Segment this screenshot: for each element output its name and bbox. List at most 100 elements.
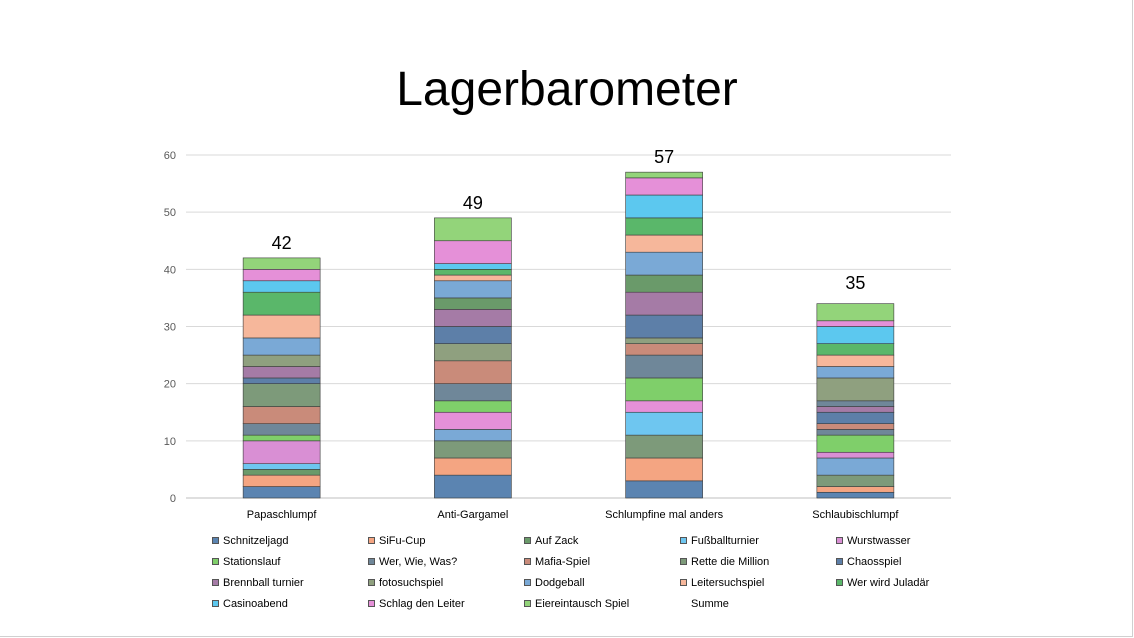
x-category-label: Anti-Gargamel [437,509,508,521]
bar-segment-fußballturnier [242,463,321,470]
legend-item-fußballturnier: Fußballturnier [680,534,836,547]
legend-item-leitersuchspiel: Leitersuchspiel [680,576,836,589]
bar-segment-rette-die-million [625,434,703,459]
bar-segment-fußballturnier [625,411,703,436]
legend-swatch [212,579,219,586]
legend-swatch [836,579,843,586]
legend-label: Leitersuchspiel [691,576,765,589]
bar-segment-brennball-turnier [625,291,703,316]
legend-item-brennball-turnier: Brennball turnier [212,576,368,589]
bar-segment-sifu-cup [434,457,512,476]
bar-segment-schlag-den-leiter [816,320,895,327]
y-tick-label: 0 [170,493,176,505]
legend-swatch [212,558,219,565]
bar-segment-mafia-spiel [816,423,895,430]
legend-swatch [212,537,219,544]
legend-label: Mafia-Spiel [535,555,591,568]
total-label: 42 [272,233,292,253]
bar-segment-schlag-den-leiter [625,177,703,196]
legend-swatch [524,537,531,544]
y-tick-label: 30 [164,322,176,334]
bar-segment-schlag-den-leiter [625,400,703,413]
bar-segment-leitersuchspiel [625,234,703,253]
bar-segment-wurstwasser [242,440,321,465]
bar-segment-mafia-spiel [625,343,703,356]
legend-label: fotosuchspiel [379,576,444,589]
legend-label: Casinoabend [223,597,288,610]
legend-swatch [680,537,687,544]
bar-segment-dodgeball [434,429,512,442]
bar-segment-eiereintausch-spiel [625,171,703,179]
bar-segment-fotosuchspiel [625,337,703,344]
legend-swatch [680,600,687,607]
legend-label: Wer wird Juladär [847,576,930,589]
x-category-label: Papaschlumpf [247,509,318,521]
bar-segment-chaosspiel [625,314,703,339]
legend-label: Summe [691,597,729,610]
legend-label: Wer, Wie, Was? [379,555,458,568]
y-tick-label: 40 [164,264,176,276]
bar-segment-brennball-turnier [242,366,321,379]
legend-swatch [836,537,843,544]
bar-segment-eiereintausch-spiel [434,217,512,242]
bar-segment-brennball-turnier [434,309,512,327]
legend-swatch [368,579,375,586]
bar-segment-stationslauf [625,377,703,402]
bar-segment-wer-wie-was [434,383,512,402]
legend-item-mafia-spiel: Mafia-Spiel [524,555,680,568]
bar-segment-brennball-turnier [816,406,895,413]
legend-item-auf-zack: Auf Zack [524,534,680,547]
bar-segment-chaosspiel [434,326,512,344]
legend-label: Rette die Million [691,555,770,568]
bar-segment-wer-wird-juladär [625,217,703,236]
legend-item-schnitzeljagd: Schnitzeljagd [212,534,368,547]
bar-segment-dodgeball [625,251,703,276]
total-label: 35 [845,273,865,293]
bar-segment-leitersuchspiel [434,274,512,282]
bar-segment-eiereintausch-spiel [242,257,321,270]
bar-segment-auf-zack [625,274,703,293]
y-tick-label: 60 [164,150,176,162]
bar-segment-leitersuchspiel [242,314,321,339]
legend-swatch [836,558,843,565]
bar-segment-eiereintausch-spiel [816,303,895,322]
bar-segment-mafia-spiel [242,406,321,424]
legend-label: SiFu-Cup [379,534,426,547]
legend-label: Auf Zack [535,534,579,547]
legend-item-wurstwasser: Wurstwasser [836,534,976,547]
stacked-bar-chart: 0 10 20 30 40 50 60 42 Papaschlumpf 49 Anti-Gargam… [164,147,951,521]
bar-segment-sifu-cup [242,474,321,487]
legend-item-sifu-cup: SiFu-Cup [368,534,524,547]
legend-item-wer-wie-was: Wer, Wie, Was? [368,555,524,568]
chart-legend: Schnitzeljagd SiFu-Cup Auf Zack Fußballturn… [212,534,972,610]
bar-segment-rette-die-million [242,383,321,407]
legend-item-eiereintausch-spiel: Eiereintausch Spiel [524,597,680,610]
legend-item-fotosuchspiel: fotosuchspiel [368,576,524,589]
bar-segment-wer-wird-juladär [434,269,512,276]
total-label: 57 [654,147,674,167]
legend-item-chaosspiel: Chaosspiel [836,555,976,568]
bar-segment-dodgeball [816,457,895,476]
legend-label: Chaosspiel [847,555,902,568]
bar-segment-fotosuchspiel [242,354,321,367]
legend-item-stationslauf: Stationslauf [212,555,368,568]
bar-segment-auf-zack [242,469,321,476]
bar-segment-wurstwasser [816,451,895,459]
bar-segment-schlag-den-leiter [434,240,512,264]
bar-segment-mafia-spiel [434,360,512,384]
bar-segment-dodgeball [242,337,321,356]
legend-label: Schnitzeljagd [223,534,289,547]
legend-label: Brennball turnier [223,576,304,589]
bar-segment-stationslauf [816,434,895,453]
bar-segment-rette-die-million [816,474,895,487]
legend-item-summe: Summe [680,597,836,610]
bar-segment-fotosuchspiel [434,343,512,362]
legend-swatch [524,558,531,565]
legend-item-casinoabend: Casinoabend [212,597,368,610]
bar-segment-sifu-cup [816,486,895,493]
y-tick-label: 50 [164,207,176,219]
bar-segment-chaosspiel [242,377,321,384]
bar-segment-schnitzeljagd [816,491,895,499]
bar-segment-wer-wie-was [625,354,703,379]
